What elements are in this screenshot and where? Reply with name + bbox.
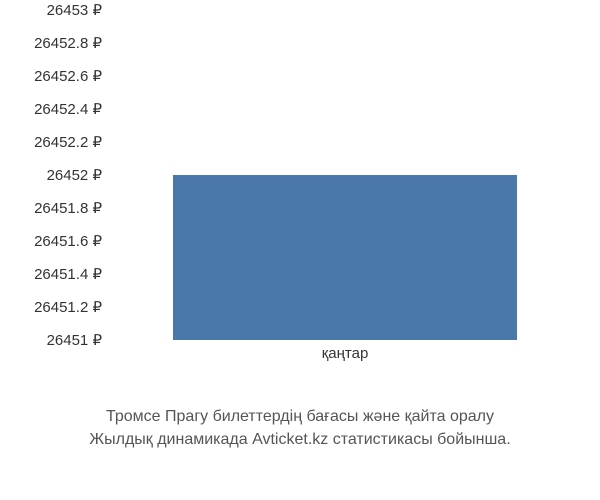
y-tick-label: 26452.2 ₽ [34,133,102,151]
y-tick-label: 26452.8 ₽ [34,34,102,52]
x-axis: қаңтар [110,345,580,375]
caption-line-2: Жылдық динамикада Avticket.kz статистика… [10,428,590,451]
y-tick-label: 26453 ₽ [47,1,102,19]
y-tick-label: 26451 ₽ [47,331,102,349]
bar-january [173,175,516,340]
y-tick-label: 26451.4 ₽ [34,265,102,283]
x-tick-label: қаңтар [322,345,369,362]
y-axis: 26453 ₽ 26452.8 ₽ 26452.6 ₽ 26452.4 ₽ 26… [10,10,110,340]
y-tick-label: 26451.2 ₽ [34,298,102,316]
y-tick-label: 26451.8 ₽ [34,199,102,217]
price-chart: 26453 ₽ 26452.8 ₽ 26452.6 ₽ 26452.4 ₽ 26… [10,10,590,370]
y-tick-label: 26452.4 ₽ [34,100,102,118]
y-tick-label: 26452 ₽ [47,166,102,184]
caption-line-1: Тромсе Прагу билеттердің бағасы және қай… [10,405,590,428]
plot-area [110,10,580,340]
y-tick-label: 26452.6 ₽ [34,67,102,85]
chart-caption: Тромсе Прагу билеттердің бағасы және қай… [0,405,600,451]
y-tick-label: 26451.6 ₽ [34,232,102,250]
